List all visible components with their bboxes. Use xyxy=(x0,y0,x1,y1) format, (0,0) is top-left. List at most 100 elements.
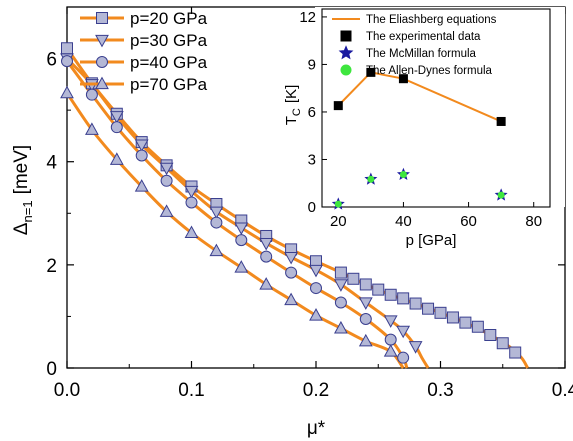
main-x-tick-label: 0.3 xyxy=(427,380,453,401)
inset-x-tick-label: 60 xyxy=(460,213,477,230)
legend-marker-circle xyxy=(96,56,108,68)
data-point-circle xyxy=(334,296,347,309)
inset-y-tick-label: 6 xyxy=(308,104,316,121)
main-y-tick-label: 4 xyxy=(46,153,57,174)
data-point-square xyxy=(446,311,459,324)
inset-x-tick-label: 80 xyxy=(525,213,542,230)
data-point-triangle-up xyxy=(134,179,149,192)
data-point-triangle-up xyxy=(284,292,298,306)
data-point-square xyxy=(384,288,397,301)
data-point-triangle-down xyxy=(234,222,249,236)
data-point-circle xyxy=(397,351,410,364)
data-point-triangle-up xyxy=(334,320,348,334)
data-point-triangle-down xyxy=(358,297,373,310)
inset-legend: The Eliashberg equations The experimental… xyxy=(332,14,497,77)
data-point-triangle-down xyxy=(159,162,174,176)
data-point-circle xyxy=(235,234,248,247)
main-y-axis-title: Δn=1[meV] xyxy=(11,145,35,235)
data-point-triangle-up xyxy=(159,204,174,217)
inset-eliashberg-line xyxy=(337,71,502,123)
main-x-tick-label: 0.1 xyxy=(178,380,204,401)
data-point-triangle-down xyxy=(309,264,323,278)
data-point-triangle-down xyxy=(396,325,411,339)
inset-point-circle xyxy=(367,175,375,183)
data-point-triangle-up xyxy=(234,260,249,273)
data-point-triangle-up xyxy=(383,344,398,357)
data-point-triangle-down xyxy=(209,206,224,220)
data-point-triangle-down xyxy=(408,341,423,354)
inset-point-square xyxy=(333,101,343,111)
data-point-triangle-down xyxy=(134,139,149,153)
inset-y-tick-label: 9 xyxy=(308,56,316,73)
data-point-circle xyxy=(285,266,298,279)
legend-label: p=20 GPa xyxy=(130,9,208,28)
data-point-square xyxy=(471,320,484,333)
data-point-triangle-up xyxy=(60,85,74,99)
inset-background xyxy=(315,7,565,207)
data-point-square xyxy=(347,272,360,285)
main-x-tick-label: 0.4 xyxy=(552,380,573,401)
legend-marker-triangle-up xyxy=(95,76,109,90)
data-point-circle xyxy=(61,55,73,68)
data-point-square xyxy=(434,306,447,319)
data-point-square xyxy=(359,278,372,291)
data-point-circle xyxy=(210,216,223,229)
data-point-triangle-up xyxy=(209,243,224,257)
inset-legend-label: The McMillan formula xyxy=(366,48,477,60)
data-point-triangle-down xyxy=(334,279,348,292)
inset-legend-marker-circle xyxy=(340,64,352,76)
data-point-circle xyxy=(359,313,372,326)
legend-marker-triangle-down xyxy=(95,34,109,48)
data-point-square xyxy=(61,42,73,55)
data-point-triangle-up xyxy=(309,308,323,321)
data-point-triangle-up xyxy=(85,122,99,135)
data-point-circle xyxy=(85,88,98,101)
data-point-triangle-up xyxy=(259,277,274,290)
data-point-circle xyxy=(260,250,273,263)
inset-point-circle xyxy=(399,171,407,179)
inset-plot xyxy=(331,67,508,210)
inset-legend-label: The Eliashberg equations xyxy=(366,14,497,26)
inset-plot-frame xyxy=(321,8,551,208)
data-point-square xyxy=(397,292,410,305)
main-axes: 0.0 0.1 0.2 0.3 0.4 0 2 4 6 xyxy=(46,7,573,401)
inset-point-square xyxy=(496,116,506,126)
data-point-square xyxy=(422,302,435,315)
inset-point-circle xyxy=(334,200,342,208)
inset-x-tick-label: 40 xyxy=(395,213,412,230)
data-point-triangle-down xyxy=(259,238,274,251)
inset-legend-marker-square xyxy=(340,30,352,42)
data-point-triangle-up xyxy=(109,152,124,165)
data-point-square xyxy=(409,297,422,310)
data-point-triangle-up xyxy=(358,333,373,347)
inset-x-tick-label: 20 xyxy=(330,213,347,230)
data-point-triangle-down xyxy=(184,185,199,199)
data-point-circle xyxy=(185,196,198,209)
data-point-circle xyxy=(135,149,148,162)
inset-y-axis-title: TC[K] xyxy=(283,85,303,125)
data-point-square xyxy=(334,266,347,279)
data-point-square xyxy=(459,316,472,329)
data-point-triangle-down xyxy=(383,315,398,328)
main-legend: p=20 GPa p=30 GPa p=40 GPa p=70 GPa xyxy=(80,9,208,94)
data-point-square xyxy=(484,328,497,341)
inset-legend-marker-star xyxy=(338,45,354,60)
legend-label: p=30 GPa xyxy=(130,31,208,50)
main-x-tick-label: 0.2 xyxy=(303,380,329,401)
data-point-circle xyxy=(110,121,123,134)
inset-legend-label: The experimental data xyxy=(366,31,481,43)
data-point-circle xyxy=(384,333,397,346)
inset-legend-label: The Allen-Dynes formula xyxy=(366,65,493,77)
data-point-circle xyxy=(160,174,173,187)
inset-point-square xyxy=(398,74,408,84)
inset-y-tick-label: 12 xyxy=(299,9,316,26)
legend-label: p=70 GPa xyxy=(130,75,208,94)
series-line-2 xyxy=(65,60,409,369)
data-point-square xyxy=(509,346,522,359)
main-y-tick-label: 0 xyxy=(46,359,57,380)
data-point-triangle-up xyxy=(184,225,199,239)
main-x-tick-label: 0.0 xyxy=(54,380,80,401)
inset-point-square xyxy=(366,67,376,77)
data-point-square xyxy=(496,337,509,350)
